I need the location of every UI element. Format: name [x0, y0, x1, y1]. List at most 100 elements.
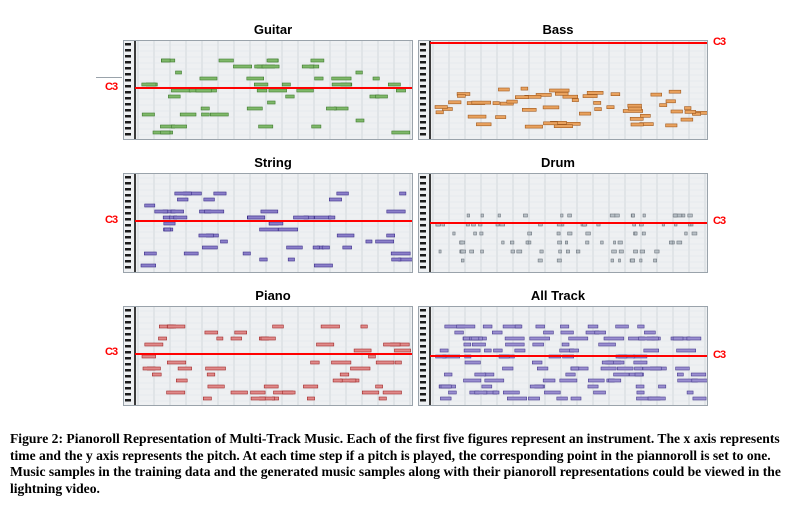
note-block: [522, 108, 537, 112]
caption-text: Pianoroll Representation of Multi-Track …: [10, 431, 781, 496]
pianoroll-canvas: [125, 307, 412, 405]
piano-key: [125, 103, 131, 106]
piano-key: [420, 375, 426, 378]
note-block: [332, 378, 343, 383]
note-block: [556, 231, 561, 236]
note-block: [326, 106, 337, 111]
note-block: [272, 324, 284, 329]
note-block: [467, 114, 487, 119]
note-block: [470, 336, 480, 341]
note-block: [479, 231, 484, 236]
c3-label-piano: C3: [105, 346, 118, 358]
note-block: [457, 94, 466, 98]
note-block: [630, 122, 644, 127]
note-block: [163, 221, 176, 226]
note-block: [484, 378, 505, 383]
piano-key: [125, 345, 131, 348]
note-block: [210, 112, 229, 117]
note-block: [665, 123, 678, 128]
note-block: [633, 249, 638, 254]
note-block: [535, 93, 552, 97]
note-block: [528, 396, 540, 401]
note-block: [579, 111, 592, 116]
note-block: [394, 360, 402, 365]
note-block: [201, 112, 210, 117]
piano-key: [125, 375, 131, 378]
note-block: [329, 197, 342, 202]
note-block: [562, 94, 578, 99]
note-block: [307, 396, 315, 401]
piano-key: [420, 363, 426, 366]
note-block: [650, 92, 662, 97]
note-block: [588, 378, 605, 383]
piano-key: [420, 55, 426, 58]
note-block: [687, 213, 693, 218]
piano-key: [420, 381, 426, 384]
note-block: [557, 240, 562, 245]
piano-key: [125, 327, 131, 330]
note-block: [395, 88, 406, 93]
note-block: [532, 360, 543, 365]
note-block: [600, 240, 604, 245]
note-block: [202, 245, 218, 250]
note-block: [355, 118, 365, 123]
note-block: [310, 58, 325, 63]
note-block: [525, 240, 530, 245]
piano-key: [420, 272, 426, 273]
note-block: [466, 213, 470, 218]
note-block: [684, 110, 696, 114]
note-block: [480, 249, 484, 254]
note-block: [542, 105, 560, 110]
piano-key: [125, 315, 131, 318]
note-block: [342, 245, 352, 250]
piano-key: [420, 387, 426, 390]
note-block: [141, 354, 156, 359]
note-block: [144, 342, 164, 347]
note-block: [375, 384, 383, 389]
note-block: [615, 324, 629, 329]
note-block: [629, 117, 644, 121]
note-block: [606, 105, 615, 109]
piano-key: [125, 351, 131, 354]
piano-key: [125, 242, 131, 245]
piano-key: [125, 43, 131, 46]
note-block: [160, 130, 171, 135]
note-block: [179, 112, 197, 117]
note-block: [386, 209, 406, 214]
note-block: [587, 324, 599, 329]
note-block: [516, 249, 523, 254]
piano-key: [420, 182, 426, 185]
note-block: [627, 103, 642, 108]
note-block: [497, 213, 501, 218]
note-block: [524, 124, 543, 129]
note-block: [230, 390, 248, 395]
note-block: [293, 215, 309, 220]
note-block: [535, 324, 545, 329]
note-block: [175, 378, 188, 383]
note-block: [440, 396, 452, 401]
note-block: [618, 258, 621, 263]
note-block: [654, 249, 660, 254]
note-block: [507, 396, 528, 401]
piano-key: [125, 309, 131, 312]
piano-key: [125, 266, 131, 269]
note-block: [515, 95, 529, 100]
note-block: [560, 324, 570, 329]
note-block: [614, 213, 620, 218]
note-block: [177, 197, 189, 202]
note-block: [504, 336, 525, 341]
piano-key: [420, 103, 426, 106]
piano-key: [125, 260, 131, 263]
piano-key: [420, 194, 426, 197]
note-block: [142, 366, 161, 371]
note-block: [520, 86, 529, 91]
note-block: [543, 121, 558, 126]
note-block: [259, 257, 268, 262]
piano-key: [420, 200, 426, 203]
note-block: [523, 213, 528, 218]
note-block: [680, 117, 694, 122]
note-block: [230, 336, 242, 341]
note-block: [460, 249, 466, 254]
note-block: [637, 324, 645, 329]
piano-key: [420, 369, 426, 372]
